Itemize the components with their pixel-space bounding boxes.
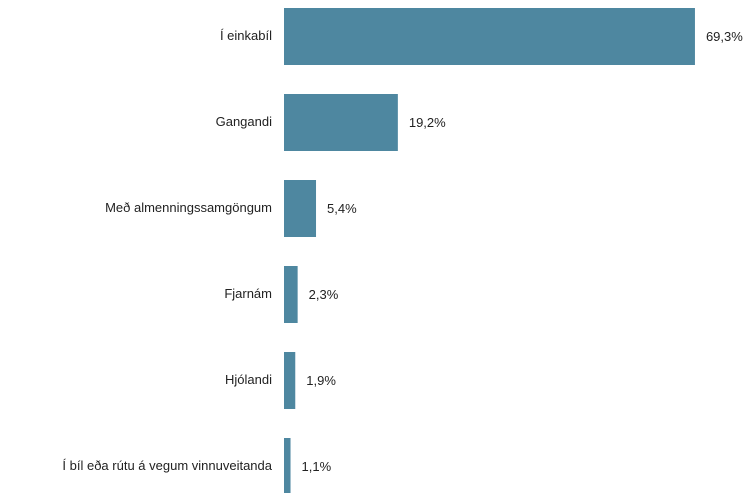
value-label: 19,2% <box>409 115 446 130</box>
value-label: 1,9% <box>306 373 336 388</box>
bar <box>284 180 317 237</box>
bar <box>284 8 695 65</box>
category-label: Gangandi <box>216 114 272 129</box>
value-label: 1,1% <box>302 459 332 474</box>
bar <box>284 352 296 409</box>
category-label: Hjólandi <box>225 372 272 387</box>
bar <box>284 94 398 151</box>
category-label: Fjarnám <box>224 286 272 301</box>
value-label: 2,3% <box>309 287 339 302</box>
category-label: Í bíl eða rútu á vegum vinnuveitanda <box>62 458 272 473</box>
category-label: Með almenningssamgöngum <box>105 200 272 215</box>
bar <box>284 266 298 323</box>
value-label: 5,4% <box>327 201 357 216</box>
category-label: Í einkabíl <box>220 28 272 43</box>
bar <box>284 438 291 493</box>
value-label: 69,3% <box>706 29 743 44</box>
